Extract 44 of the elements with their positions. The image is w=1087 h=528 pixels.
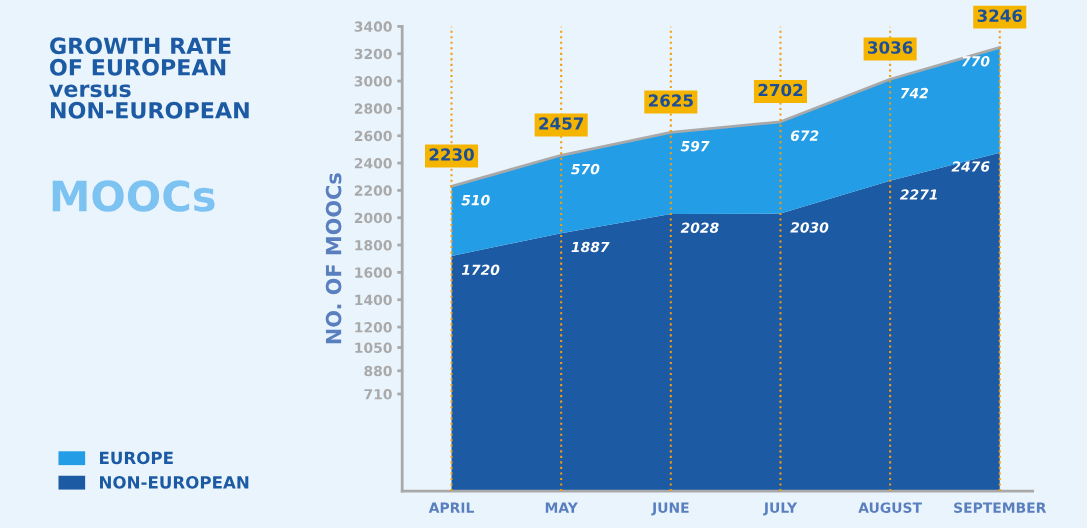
annotation: 3246 [977, 9, 1023, 22]
y-tick-label: 2400 [354, 158, 392, 169]
y-tick-label: 1600 [355, 267, 392, 278]
text: MOOCs [52, 180, 215, 212]
y-tick-label: 2200 [354, 185, 392, 196]
data-label: 1887 [571, 241, 610, 253]
x-tick-label: JUNE [651, 502, 689, 516]
text: GROWTH RATE OF EUROPEAN versus NON-EUROPEAN [49, 37, 249, 119]
annotation: 2625 [648, 94, 693, 107]
y-tick-label: 2800 [354, 103, 392, 114]
x-tick-label: JULY [763, 502, 798, 516]
data-label: 1720 [461, 264, 500, 276]
y-tick-label: 2000 [354, 212, 392, 224]
y-tick-label: 1800 [355, 240, 392, 251]
data-label: 597 [680, 140, 710, 152]
data-label: 742 [900, 87, 929, 99]
y-tick-label: 2600 [354, 130, 392, 142]
y-tick-label: 3200 [354, 48, 392, 60]
x-tick-label: MAY [545, 502, 578, 513]
data-label: 2271 [899, 189, 937, 200]
y-tick-label: 710 [364, 388, 392, 400]
x-tick-label: AUGUST [858, 502, 922, 513]
data-label: 672 [790, 130, 819, 141]
x-tick-label: APRIL [428, 502, 474, 513]
legend-label: EUROPE [100, 451, 173, 465]
y-axis-title: NO. OF MOOCs [325, 173, 342, 344]
data-label: 2476 [951, 161, 990, 172]
data-label: 570 [571, 163, 600, 175]
y-tick-label: 1200 [355, 322, 392, 333]
data-label: 770 [962, 56, 990, 67]
annotation: 2457 [539, 117, 584, 130]
annotation: 3036 [868, 41, 913, 54]
y-tick-label: 3400 [354, 21, 392, 32]
y-tick-label: 1050 [355, 342, 392, 354]
x-tick-label: SEPTEMBER [954, 502, 1047, 513]
legend-label: NON-EUROPEAN [100, 476, 249, 489]
annotation: 2702 [758, 83, 803, 97]
y-tick-label: 880 [364, 365, 392, 377]
y-tick-label: 1400 [355, 294, 392, 306]
y-tick-label: 3000 [354, 76, 392, 87]
data-label: 2030 [790, 222, 829, 233]
data-label: 2028 [680, 222, 719, 233]
annotation: 2230 [429, 148, 474, 161]
data-label: 510 [461, 194, 490, 206]
